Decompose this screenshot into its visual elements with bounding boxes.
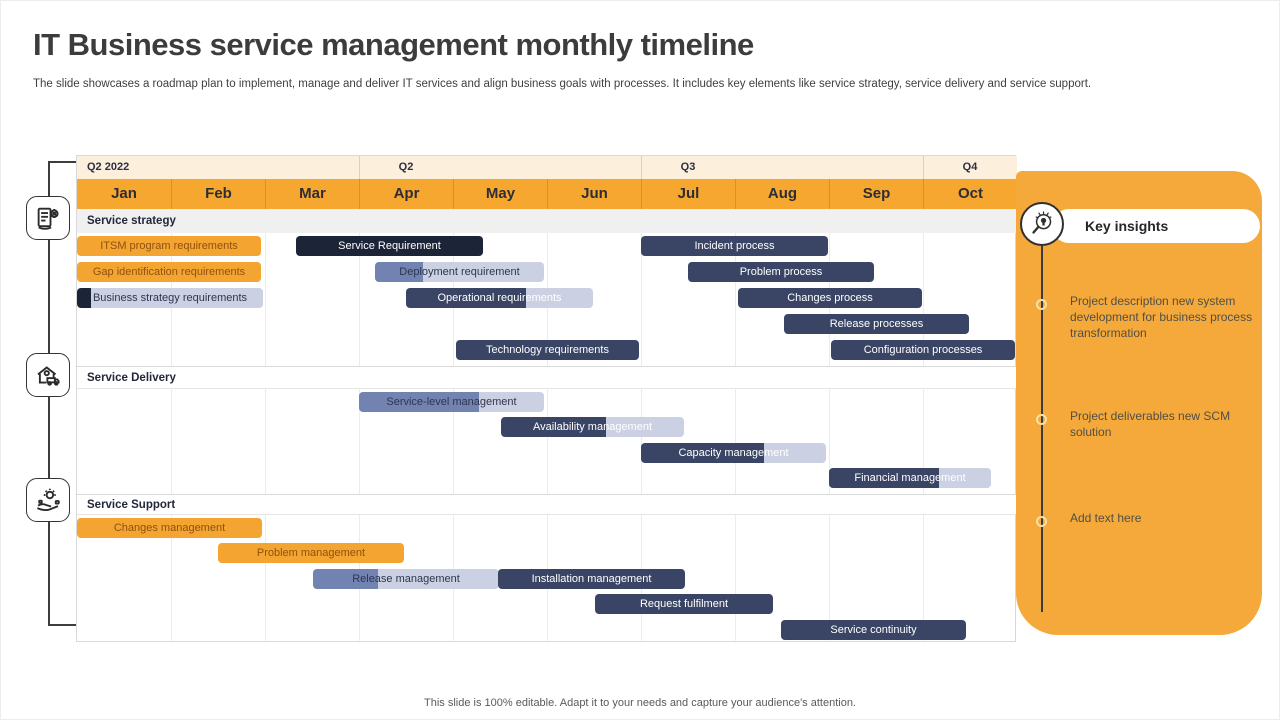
month-cell: Jun	[547, 179, 641, 209]
magnifier-bulb-icon	[1032, 211, 1052, 234]
key-insights-panel	[1016, 171, 1262, 635]
timeline-table: Q2 2022 Q2 Q3 Q4 Jan Feb Mar Apr May Jun Jul Aug Sep…	[76, 155, 1017, 643]
key-insights-header: Key insights	[1052, 209, 1260, 243]
connector-line-bottom	[48, 624, 76, 626]
timeline-bar[interactable]: Financial management	[829, 468, 991, 488]
timeline-bar[interactable]: Release management	[313, 568, 499, 589]
timeline-bar[interactable]: Business strategy requirements	[77, 287, 263, 308]
hand-support-icon	[36, 488, 60, 511]
timeline-bar[interactable]: Service Requirement	[296, 235, 483, 256]
quarter-label: Q3	[680, 161, 696, 173]
page-title: IT Business service management monthly t…	[33, 27, 754, 62]
month-gridline	[359, 209, 360, 643]
insight-item[interactable]: Project deliverables new SCM solution	[1070, 409, 1231, 439]
service-support-icon	[26, 478, 70, 522]
timeline-bar[interactable]: Changes process	[738, 287, 922, 308]
month-gridline	[265, 209, 266, 643]
month-cell: Jul	[641, 179, 735, 209]
quarter-divider	[923, 156, 924, 179]
timeline-bar[interactable]: Service-level management	[359, 391, 544, 412]
month-gridline	[171, 209, 172, 643]
quarter-label: Q4	[962, 161, 978, 173]
month-cell: May	[453, 179, 547, 209]
service-delivery-icon	[26, 353, 70, 397]
timeline-bar[interactable]: Deployment requirement	[375, 261, 544, 282]
bullet-icon	[1036, 414, 1047, 425]
timeline-bar[interactable]: Capacity management	[641, 442, 826, 463]
timeline-bar[interactable]: Problem management	[218, 543, 404, 563]
month-gridline	[829, 209, 830, 643]
month-cell: Jan	[111, 185, 137, 202]
section-label-service-delivery: Service Delivery	[77, 366, 1017, 389]
insight-connector-line	[1041, 246, 1043, 612]
month-gridline	[453, 209, 454, 643]
month-gridline	[735, 209, 736, 643]
timeline-bar[interactable]: Changes management	[77, 517, 262, 538]
month-cell: Aug	[735, 179, 829, 209]
month-cell: Sep	[829, 179, 923, 209]
section-label-service-strategy: Service strategy	[77, 209, 1017, 233]
warehouse-truck-icon	[37, 366, 60, 386]
timeline-bar[interactable]: Request fulfilment	[595, 594, 773, 614]
timeline-bar[interactable]: Availability management	[501, 417, 684, 437]
timeline-bar[interactable]: Configuration processes	[831, 339, 1015, 360]
connector-line-top	[48, 161, 76, 163]
footer-note: This slide is 100% editable. Adapt it to…	[424, 697, 856, 709]
bullet-icon	[1036, 299, 1047, 310]
month-cell: Feb	[171, 179, 265, 209]
quarter-header-row	[77, 156, 1017, 179]
month-header-row: Jan Feb Mar Apr May Jun Jul Aug Sep Oct	[77, 179, 1017, 209]
timeline-bar[interactable]: Technology requirements	[456, 339, 639, 360]
insight-item[interactable]: Project description new system developme…	[1070, 294, 1253, 340]
clipboard-gear-icon	[37, 207, 59, 230]
service-strategy-icon	[26, 196, 70, 240]
quarter-divider	[359, 156, 360, 179]
quarter-divider	[641, 156, 642, 179]
quarter-label: Q2	[398, 161, 414, 173]
timeline-bar[interactable]: ITSM program requirements	[77, 235, 261, 256]
insight-item[interactable]: Add text here	[1070, 511, 1142, 525]
month-cell: Mar	[265, 179, 359, 209]
month-cell: Apr	[359, 179, 453, 209]
timeline-bar[interactable]: Problem process	[688, 261, 874, 282]
insight-circle	[1020, 202, 1064, 246]
month-gridline	[923, 209, 924, 643]
timeline-bar[interactable]: Incident process	[641, 235, 828, 256]
section-label-service-support: Service Support	[77, 494, 1017, 515]
timeline-bar[interactable]: Installation management	[498, 568, 685, 589]
timeline-bar[interactable]: Service continuity	[781, 619, 966, 640]
bullet-icon	[1036, 516, 1047, 527]
timeline-bar[interactable]: Operational requirements	[406, 287, 593, 308]
timeline-bar[interactable]: Gap identification requirements	[77, 261, 261, 282]
month-cell: Oct	[923, 179, 1017, 209]
page-subtitle: The slide showcases a roadmap plan to im…	[33, 78, 1092, 90]
quarter-label: Q2 2022	[87, 161, 130, 173]
timeline-bar[interactable]: Release processes	[784, 313, 969, 334]
